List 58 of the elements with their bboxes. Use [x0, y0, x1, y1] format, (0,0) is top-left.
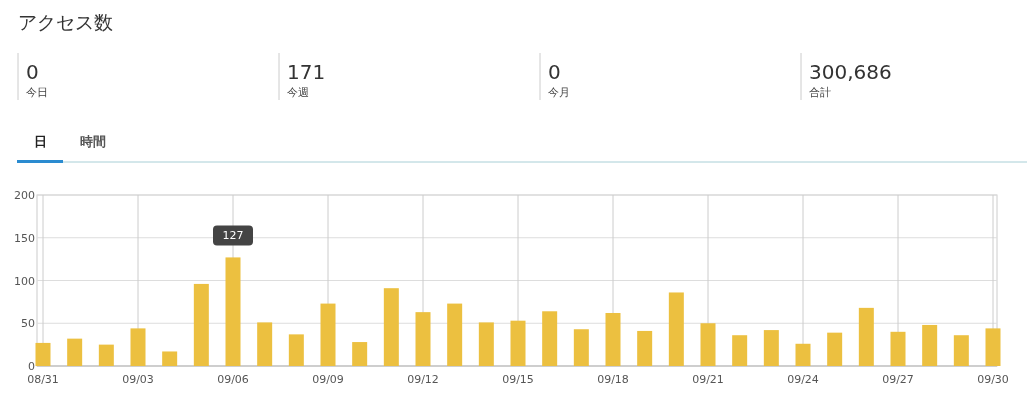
x-tick-label: 08/31	[27, 373, 59, 386]
annotation: 127	[222, 229, 244, 243]
bar	[130, 328, 146, 366]
y-tick-label: 150	[14, 231, 35, 245]
bar	[383, 288, 399, 366]
bar	[858, 307, 874, 366]
text: 時間	[80, 134, 106, 149]
y-tick-label: 200	[14, 189, 35, 202]
text: 300,686	[809, 60, 892, 84]
bar	[35, 342, 51, 366]
bar	[763, 330, 779, 366]
x-tick-label: 09/12	[407, 373, 439, 386]
x-tick-label: 09/06	[217, 373, 249, 386]
x-tick-label: 09/15	[502, 373, 534, 386]
bar	[700, 323, 716, 366]
bar	[637, 330, 653, 366]
bar	[415, 312, 431, 366]
x-tick-label: 09/09	[312, 373, 344, 386]
bar	[98, 344, 114, 366]
x-tick-label: 09/30	[977, 373, 1009, 386]
x-tick-label: 09/18	[597, 373, 629, 386]
bar	[352, 342, 368, 366]
bar	[732, 335, 748, 366]
bar	[162, 351, 178, 366]
bar	[193, 283, 209, 366]
bar	[573, 329, 589, 366]
bar	[985, 328, 1001, 366]
bar	[668, 292, 684, 366]
text: 合計	[809, 86, 831, 99]
y-tick-label: 0	[28, 360, 35, 373]
x-tick-label: 09/21	[692, 373, 724, 386]
bar	[478, 322, 494, 366]
bar	[510, 320, 526, 366]
text: アクセス数	[18, 11, 113, 33]
bar	[605, 312, 621, 366]
bar	[827, 332, 843, 366]
bar	[922, 324, 938, 366]
bar	[257, 322, 273, 366]
bar	[447, 303, 463, 366]
x-tick-label: 09/27	[882, 373, 914, 386]
bar	[225, 257, 241, 366]
bar	[953, 335, 969, 366]
text: 日	[33, 134, 47, 149]
bar	[795, 343, 811, 366]
text: 今週	[287, 86, 309, 99]
bar	[890, 331, 906, 366]
y-tick-label: 100	[14, 274, 35, 288]
bar	[67, 338, 83, 366]
y-tick-label: 50	[21, 317, 35, 331]
text: 171	[287, 60, 326, 84]
text: 今日	[26, 86, 48, 99]
text: 0	[548, 60, 561, 84]
bar	[542, 311, 558, 366]
x-tick-label: 09/24	[787, 373, 819, 386]
bar	[320, 303, 336, 366]
text: 今月	[548, 86, 570, 99]
bar	[288, 334, 304, 366]
x-tick-label: 09/03	[122, 373, 154, 386]
